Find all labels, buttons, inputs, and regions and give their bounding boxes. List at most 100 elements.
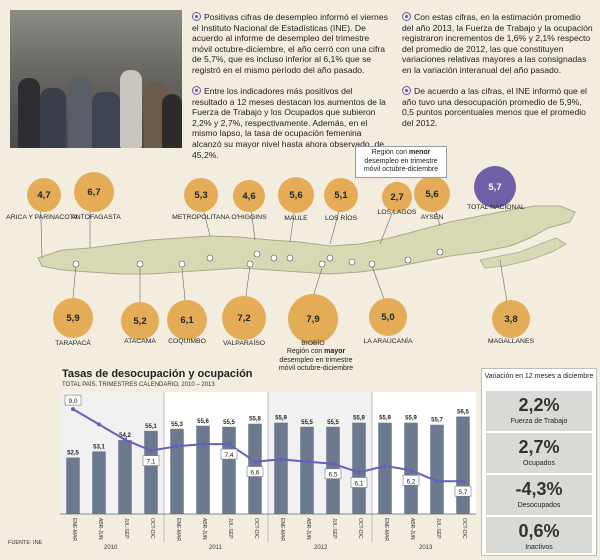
region-dot [253,250,261,258]
category-label: ENE-MAR [383,518,389,541]
region-label-maule: MAULE [284,215,308,222]
region-bubble-antofagasta: 6,7 [74,172,114,212]
paragraph-4: De acuerdo a las cifras, el INE informó … [402,86,587,128]
variation-header: Variación en 12 meses a diciembre [484,373,594,380]
bar-value-label: 55,5 [327,420,339,426]
category-label: ABR-JUN [305,518,311,540]
bar-value-label: 55,3 [171,422,183,428]
region-label-la-araucania: LA ARAUCANÍA [363,338,413,345]
region-dot [136,260,144,268]
region-bubble-los-rios: 5,1 [324,178,358,212]
region-dot [206,254,214,262]
region-label-metropolitana: METROPOLITANA [172,214,230,221]
region-bubble-aysen: 5,6 [414,176,450,212]
region-bubble-ohiggins: 4,6 [233,180,265,212]
region-label-los-rios: LOS RÍOS [324,215,358,222]
category-label: JUL-SEP [435,518,441,539]
variation-box-ocupados: 2,7% Ocupados [486,433,592,473]
bar [352,422,366,514]
line-point [175,444,179,449]
region-bubble-arica: 4,7 [27,178,61,212]
variation-label: Inactivos [525,544,553,551]
region-label-aysen: AYSÉN [420,214,444,221]
region-dot [326,254,334,262]
bullet-icon [402,86,411,95]
region-dot [318,260,326,268]
line-label-box [402,474,420,486]
bar [66,457,80,514]
region-bubble-valparaiso: 7,2 [222,296,266,340]
region-bubble-metropolitana: 5,3 [184,178,218,212]
line-point [253,459,257,464]
line-value-label: 6,1 [354,480,363,487]
bar-value-label: 55,6 [197,419,209,425]
map-islands [479,237,567,269]
year-label: 2012 [314,545,328,551]
bar-value-label: 55,9 [405,416,417,422]
line-point [201,442,205,447]
line-point [305,459,309,464]
line-point [409,468,413,473]
line-value-label: 9,0 [68,398,77,405]
line-value-label: 6,6 [250,470,259,477]
line-value-label: 6,2 [406,478,415,485]
line-point [331,461,335,466]
category-label: JUL-SEP [331,518,337,539]
bar [92,451,106,514]
variation-value: 2,2% [518,395,560,415]
line-label-box [324,468,342,480]
region-label-biobio: BIOBÍO [301,340,325,347]
line-value-label: 7,1 [146,459,155,466]
region-label-los-lagos: LOS LAGOS [377,209,417,216]
line-point [435,479,439,484]
line-value-label: 6,5 [328,472,337,479]
bar-value-label: 55,9 [353,416,365,422]
bar [430,424,444,514]
bar [118,440,132,514]
bar-value-label: 55,5 [301,420,313,426]
bullet-icon [402,12,411,21]
bar-value-label: 55,1 [145,424,157,430]
bar [196,425,210,514]
variation-value: 2,7% [518,437,560,457]
region-dot [404,256,412,264]
region-bubble-los-lagos: 2,7 [382,182,412,212]
category-label: ENE-MAR [279,518,285,541]
region-bubble-maule: 5,6 [278,177,314,213]
variation-value: -4,3% [515,479,563,499]
bar-value-label: 55,5 [223,420,235,426]
line-point [357,470,361,475]
variation-label: Ocupados [523,460,555,467]
paragraph-1: Positivas cifras de desempleo informó el… [192,12,388,75]
chart-subtitle: TOTAL PAÍS. TRIMESTRES CALENDARIO, 2010 … [62,382,215,388]
line-point [279,457,283,462]
variation-label: Fuerza de Trabajo [510,418,568,425]
line-point [71,407,75,412]
category-label: ABR-JUN [409,518,415,540]
bar-value-label: 55,7 [431,418,443,424]
bar [144,430,158,514]
region-dot [246,260,254,268]
category-label: JUL-SEP [227,518,233,539]
chart-title: Tasas de desocupación y ocupación [62,368,253,380]
line-value-label: 7,4 [224,452,233,459]
line-label-box [142,455,160,466]
bar-value-label: 55,9 [275,416,287,422]
chile-map [37,185,576,321]
paragraph-2: Entre los indicadores más positivos del … [192,86,386,160]
unemployment-line [72,408,463,483]
bullet-icon [192,86,201,95]
line-label-box [454,485,472,497]
region-dot [436,248,444,256]
category-label: OCT-DIC [461,518,467,539]
region-bubble-coquimbo: 6,1 [167,300,207,340]
year-label: 2013 [419,545,433,551]
region-label-ohiggins: O'HIGGINS [231,214,267,221]
year-label: 2010 [104,545,118,551]
line-point [383,463,387,468]
year-label: 2011 [209,545,222,551]
region-label-arica: ARICA Y PARINACOTA [6,214,78,221]
news-photo [10,10,182,148]
bullet-icon [192,12,201,21]
region-dot [286,254,294,262]
